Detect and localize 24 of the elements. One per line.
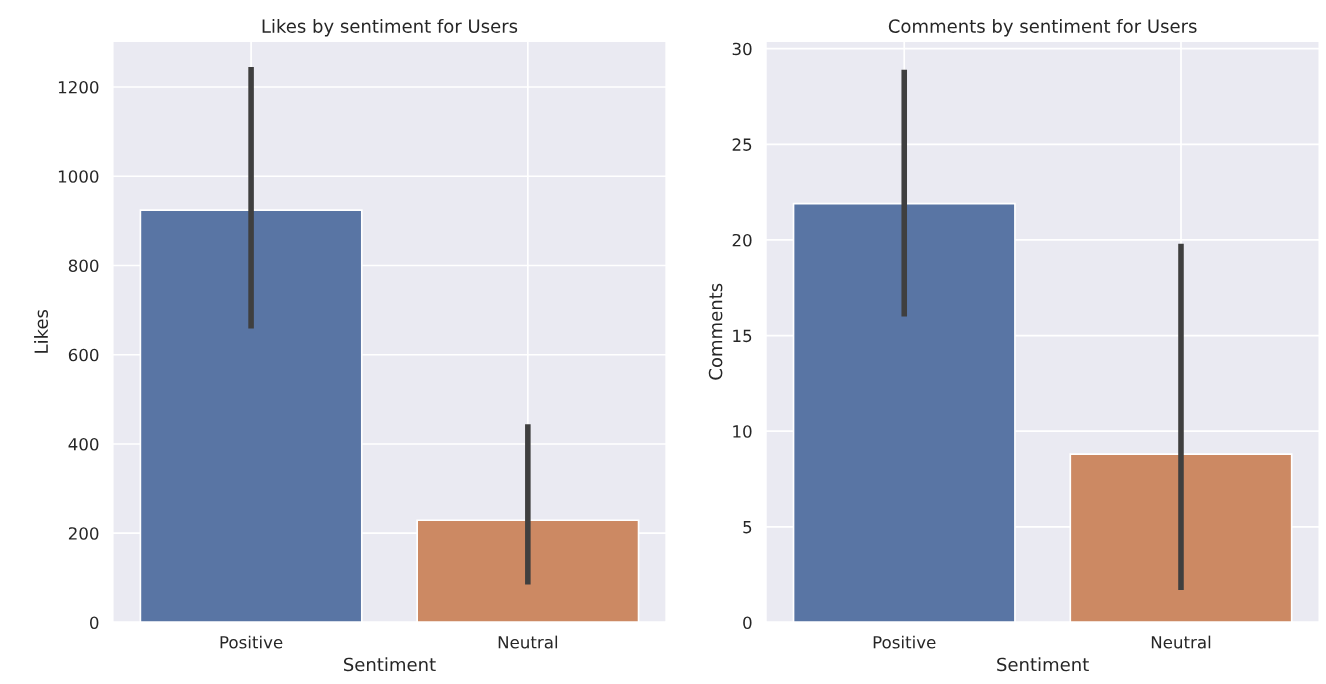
chart-title: Likes by sentiment for Users <box>262 18 518 37</box>
x-axis-title: Sentiment <box>343 657 436 672</box>
x-tick-label: Positive <box>220 635 283 649</box>
x-tick-label: Positive <box>873 635 936 649</box>
y-tick-label: 800 <box>68 259 99 273</box>
x-tick-label: Neutral <box>1151 635 1211 649</box>
y-tick-label: 0 <box>743 616 752 630</box>
y-axis-title: Comments <box>708 283 723 380</box>
y-tick-label: 20 <box>732 233 752 247</box>
y-tick-label: 600 <box>68 348 99 362</box>
y-tick-label: 5 <box>743 521 752 534</box>
y-tick-label: 1000 <box>58 170 99 183</box>
x-axis-title: Sentiment <box>997 657 1089 672</box>
y-tick-label: 30 <box>732 42 752 56</box>
y-tick-label: 10 <box>733 425 752 438</box>
y-axis-title: Likes <box>34 309 49 353</box>
y-tick-label: 25 <box>732 138 752 151</box>
y-tick-label: 400 <box>68 437 99 451</box>
chart-title: Comments by sentiment for Users <box>888 18 1197 37</box>
x-tick-label: Neutral <box>498 635 558 649</box>
y-tick-label: 200 <box>68 527 99 540</box>
y-tick-label: 15 <box>733 329 752 343</box>
y-tick-label: 0 <box>90 616 99 630</box>
y-tick-label: 1200 <box>58 80 99 94</box>
